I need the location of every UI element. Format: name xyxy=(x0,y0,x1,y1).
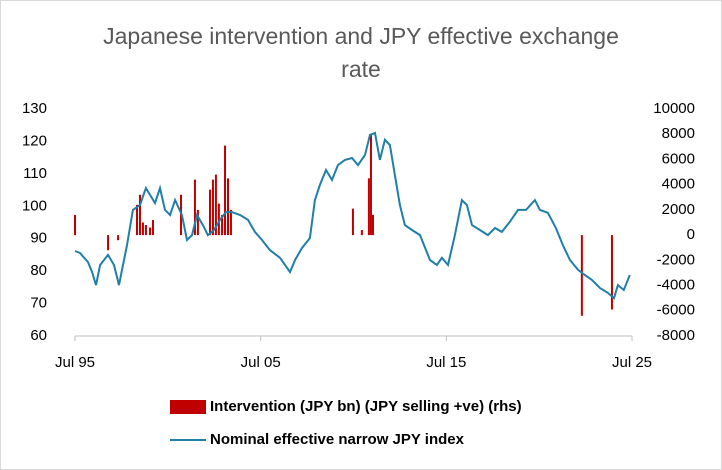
chart-title: Japanese intervention and JPY effective … xyxy=(103,23,619,49)
y2-tick-label: -8000 xyxy=(657,327,695,344)
bar xyxy=(610,235,613,310)
y-tick-label: 70 xyxy=(30,295,47,312)
bar xyxy=(224,145,227,236)
bar xyxy=(367,178,370,236)
y-tick-label: 60 xyxy=(30,327,47,344)
y-tick-label: 120 xyxy=(22,132,47,149)
y-tick-label: 80 xyxy=(30,262,47,279)
bar xyxy=(117,235,120,241)
y2-tick-label: 6000 xyxy=(662,150,695,167)
bar xyxy=(151,219,154,236)
bar xyxy=(217,203,220,236)
bar xyxy=(221,214,224,236)
bar xyxy=(211,179,214,236)
y2-tick-label: 4000 xyxy=(662,176,695,193)
y2-tick-label: 10000 xyxy=(653,100,695,117)
bar xyxy=(580,235,583,316)
legend-swatch xyxy=(170,400,206,414)
bar xyxy=(351,208,354,236)
y2-tick-label: 0 xyxy=(687,226,695,243)
y2-tick-label: -6000 xyxy=(657,302,695,319)
bar xyxy=(144,225,147,236)
bar xyxy=(226,178,229,236)
y2-tick-label: 2000 xyxy=(662,201,695,218)
y-tick-label: 90 xyxy=(30,230,47,247)
x-tick-label: Jul 95 xyxy=(55,354,95,371)
bar xyxy=(360,230,363,236)
y-tick-label: 110 xyxy=(23,165,47,182)
x-tick-label: Jul 05 xyxy=(241,354,281,371)
bar xyxy=(208,189,211,236)
y-tick-label: 130 xyxy=(22,100,47,117)
x-tick-label: Jul 25 xyxy=(612,354,652,371)
y2-tick-label: -2000 xyxy=(657,251,695,268)
bar xyxy=(136,204,139,236)
bar xyxy=(141,222,144,236)
chart-title: rate xyxy=(341,56,381,82)
bar xyxy=(107,235,110,251)
y2-tick-label: -4000 xyxy=(657,277,695,294)
y-tick-label: 100 xyxy=(22,197,47,214)
bar xyxy=(369,135,372,236)
legend-label: Intervention (JPY bn) (JPY selling +ve) … xyxy=(210,398,522,415)
bar xyxy=(371,214,374,236)
bar xyxy=(138,194,141,236)
line xyxy=(74,131,631,300)
x-tick-label: Jul 15 xyxy=(426,354,466,371)
bar xyxy=(196,209,199,236)
bar xyxy=(193,179,196,236)
bar xyxy=(74,214,76,236)
bar xyxy=(214,174,217,236)
y2-tick-label: 8000 xyxy=(662,125,695,142)
legend-label: Nominal effective narrow JPY index xyxy=(210,431,465,448)
bar xyxy=(229,209,232,236)
bar xyxy=(149,227,152,236)
